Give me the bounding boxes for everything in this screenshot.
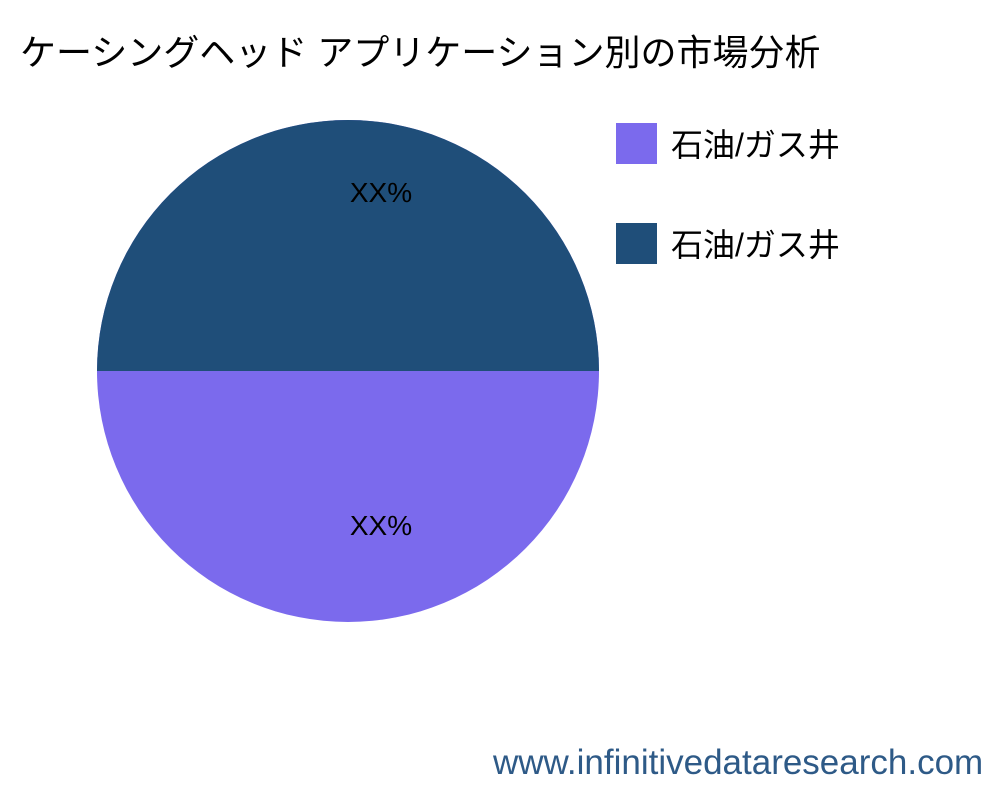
- svg-text:XX%: XX%: [350, 510, 412, 541]
- svg-text:XX%: XX%: [350, 177, 412, 208]
